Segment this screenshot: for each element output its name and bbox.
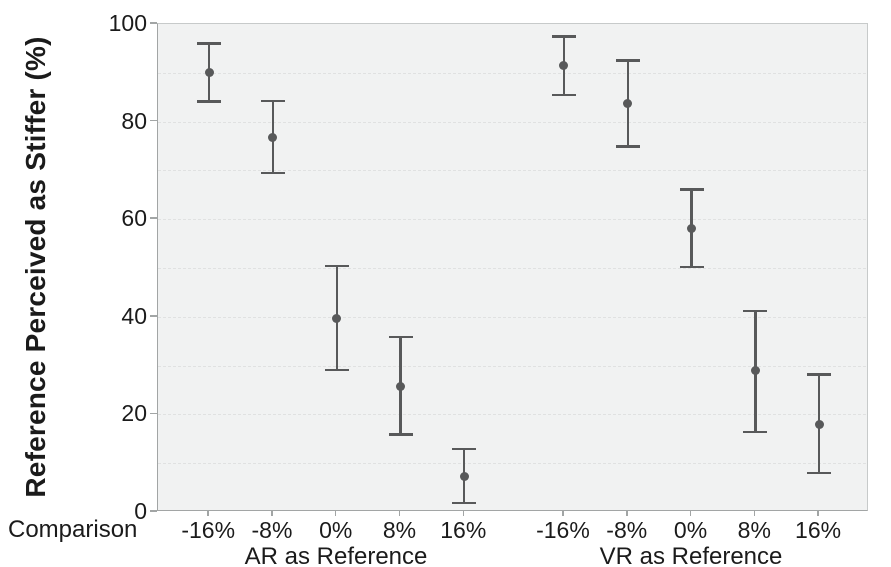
error-bar-cap-bottom <box>197 100 222 103</box>
y-tick-mark <box>150 315 157 317</box>
x-tick-label: -16% <box>181 517 236 543</box>
data-point-dot <box>268 133 278 143</box>
x-tick-label: 0% <box>319 517 353 543</box>
x-tick-mark <box>207 511 209 516</box>
error-bar-cap-bottom <box>615 145 640 148</box>
group-label-vr: VR as Reference <box>599 543 783 567</box>
x-tick-mark <box>398 511 401 516</box>
error-bar-cap-top <box>679 188 704 191</box>
x-tick-mark <box>562 511 564 516</box>
error-bar-cap-top <box>807 373 832 376</box>
error-bar-cap-bottom <box>743 430 768 434</box>
x-tick-label: 8% <box>382 517 417 543</box>
gridline <box>158 365 866 367</box>
y-tick-label: 20 <box>121 400 147 427</box>
error-bar-cap-bottom <box>388 433 413 436</box>
data-point-dot <box>623 99 633 109</box>
error-bar-cap-bottom <box>807 471 832 475</box>
gridline <box>158 268 866 269</box>
error-bar-cap-top <box>388 336 413 339</box>
gridline <box>158 316 866 318</box>
error-bar-cap-top <box>615 59 640 62</box>
error-bar-cap-top <box>324 264 349 268</box>
y-tick-label: 100 <box>108 10 147 36</box>
x-tick-label: 0% <box>673 517 708 543</box>
x-tick-label: 8% <box>737 517 771 543</box>
y-tick-mark <box>150 119 157 122</box>
error-bar-cap-top <box>452 447 477 451</box>
x-tick-label: 16% <box>440 517 487 543</box>
error-bar-cap-top <box>551 35 576 38</box>
error-bar-cap-bottom <box>324 368 349 372</box>
x-tick-mark <box>334 511 337 516</box>
x-tick-mark <box>271 511 273 516</box>
x-tick-label: -8% <box>606 517 648 543</box>
x-tick-mark <box>462 511 465 516</box>
data-point-dot <box>559 61 569 71</box>
gridline <box>158 170 866 172</box>
gridline <box>158 121 866 123</box>
gridline <box>158 219 866 221</box>
y-tick-mark <box>150 22 157 24</box>
error-bar-cap-bottom <box>260 171 285 175</box>
data-point-dot <box>459 472 469 482</box>
y-tick-mark <box>150 217 157 219</box>
x-tick-label: 16% <box>795 517 842 543</box>
error-bar-cap-bottom <box>551 93 576 96</box>
group-label-ar: AR as Reference <box>244 543 428 567</box>
x-axis-label: Comparison <box>8 516 138 543</box>
y-tick-label: 60 <box>121 205 147 232</box>
x-tick-label: -8% <box>251 517 293 543</box>
x-tick-mark <box>689 511 692 516</box>
data-point-dot <box>814 420 824 430</box>
x-tick-mark <box>817 511 819 516</box>
error-bar-cap-bottom <box>452 502 477 505</box>
error-bar-cap-top <box>197 42 222 45</box>
error-bar-cap-top <box>260 99 285 103</box>
y-axis-title: Reference Perceived as Stiffer (%) <box>20 36 51 498</box>
gridline <box>158 463 866 465</box>
y-tick-mark <box>150 412 157 415</box>
plot-area <box>157 23 868 511</box>
y-tick-mark <box>150 510 157 512</box>
y-tick-label: 80 <box>121 107 147 134</box>
error-bar-cap-top <box>743 309 768 313</box>
error-bar-cap-bottom <box>679 265 704 269</box>
gridline <box>158 414 866 416</box>
gridline <box>158 72 866 74</box>
y-tick-label: 0 <box>134 498 147 524</box>
y-tick-label: 40 <box>121 302 147 329</box>
data-point-dot <box>687 224 697 234</box>
data-point-dot <box>750 366 760 376</box>
x-tick-label: -16% <box>536 517 590 543</box>
data-point-dot <box>204 68 214 78</box>
data-point-dot <box>332 313 342 323</box>
data-point-dot <box>396 381 406 391</box>
x-tick-mark <box>753 511 756 516</box>
x-tick-mark <box>626 511 628 516</box>
